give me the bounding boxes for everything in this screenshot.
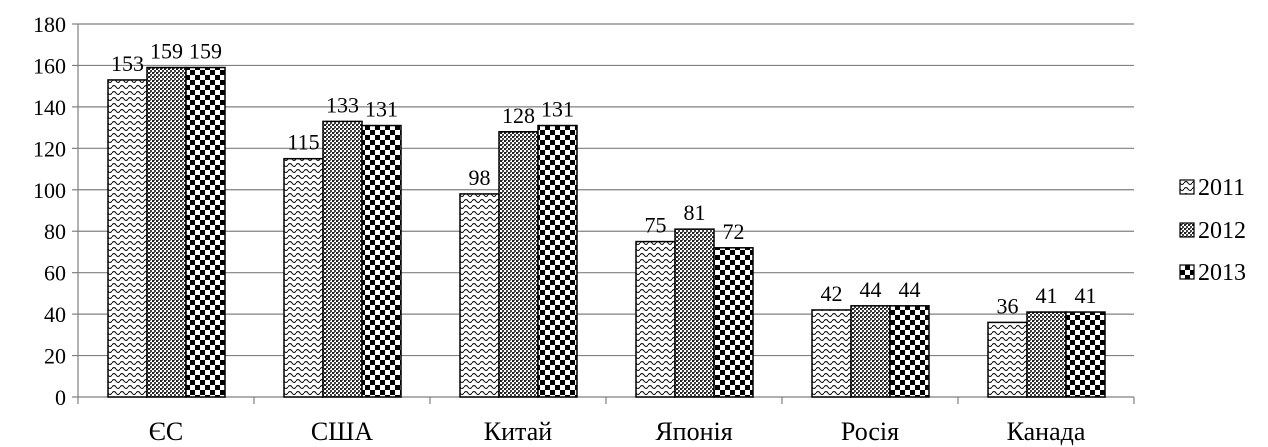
data-label: 153 bbox=[111, 51, 144, 76]
bar-2012-США bbox=[322, 120, 363, 398]
data-label: 81 bbox=[684, 200, 706, 225]
bar-2011-США bbox=[283, 157, 324, 398]
data-label: 44 bbox=[860, 277, 882, 302]
gridlines bbox=[78, 23, 1134, 357]
bar-2011-Китай bbox=[459, 193, 500, 398]
data-label: 72 bbox=[723, 219, 745, 244]
x-category-label: США bbox=[311, 417, 374, 446]
legend-label-2012: 2012 bbox=[1198, 218, 1246, 244]
data-label: 133 bbox=[326, 92, 359, 117]
data-label: 98 bbox=[469, 165, 491, 190]
bar-2012-Японія bbox=[674, 228, 715, 398]
x-category-label: Канада bbox=[1007, 417, 1086, 446]
legend-swatch-2013 bbox=[1179, 264, 1195, 280]
data-label: 115 bbox=[287, 130, 319, 155]
y-tick-label: 80 bbox=[44, 219, 66, 244]
bar-2011-Канада bbox=[987, 321, 1028, 398]
data-label: 36 bbox=[997, 293, 1019, 318]
data-label: 41 bbox=[1036, 283, 1058, 308]
y-tick-label: 60 bbox=[44, 261, 66, 286]
data-label: 128 bbox=[502, 103, 535, 128]
y-tick-label: 140 bbox=[33, 95, 66, 120]
data-label: 159 bbox=[150, 39, 183, 64]
bar-2013-ЄС bbox=[185, 66, 226, 398]
y-tick-label: 100 bbox=[33, 178, 66, 203]
data-label: 131 bbox=[365, 97, 398, 122]
labels: ЄС США Китай Японія Росія Канада 153 115 98 75 42 3… bbox=[111, 39, 1097, 446]
bar-2012-Китай bbox=[498, 131, 539, 398]
legend-label-2011: 2011 bbox=[1198, 175, 1245, 201]
bar-2011-Японія bbox=[635, 240, 676, 398]
bar-2013-Китай bbox=[537, 124, 578, 398]
bar-2013-США bbox=[361, 124, 402, 398]
x-category-label: Росія bbox=[841, 417, 899, 446]
bar-2011-ЄС bbox=[107, 79, 148, 398]
bar-2012-Канада bbox=[1026, 311, 1067, 398]
data-label: 44 bbox=[899, 277, 921, 302]
x-category-label: ЄС bbox=[149, 417, 184, 446]
bars bbox=[107, 66, 1106, 398]
bar-2013-Росія bbox=[889, 305, 930, 398]
data-label: 159 bbox=[189, 39, 222, 64]
x-category-label: Японія bbox=[655, 417, 732, 446]
data-label: 41 bbox=[1075, 283, 1097, 308]
y-tick-label: 20 bbox=[44, 344, 66, 369]
bar-2013-Канада bbox=[1065, 311, 1106, 398]
y-tick-label: 0 bbox=[55, 385, 66, 410]
y-tick-label: 120 bbox=[33, 136, 66, 161]
data-label: 42 bbox=[821, 281, 843, 306]
axes: 0 20 40 60 80 100 120 140 160 180 bbox=[33, 12, 1135, 410]
legend: 2011 2012 2013 bbox=[1179, 175, 1246, 286]
y-tick-label: 160 bbox=[33, 53, 66, 78]
legend-swatch-2011 bbox=[1179, 179, 1195, 195]
legend-label-2013: 2013 bbox=[1198, 260, 1246, 286]
bar-2012-ЄС bbox=[146, 66, 187, 398]
y-tick-label: 180 bbox=[33, 12, 66, 37]
y-tick-label: 40 bbox=[44, 302, 66, 327]
bar-2012-Росія bbox=[850, 305, 891, 398]
legend-swatch-2012 bbox=[1179, 222, 1195, 238]
x-category-label: Китай bbox=[484, 417, 552, 446]
bar-2013-Японія bbox=[713, 247, 754, 398]
data-label: 75 bbox=[645, 213, 667, 238]
bar-2011-Росія bbox=[811, 309, 852, 398]
data-label: 131 bbox=[541, 97, 574, 122]
